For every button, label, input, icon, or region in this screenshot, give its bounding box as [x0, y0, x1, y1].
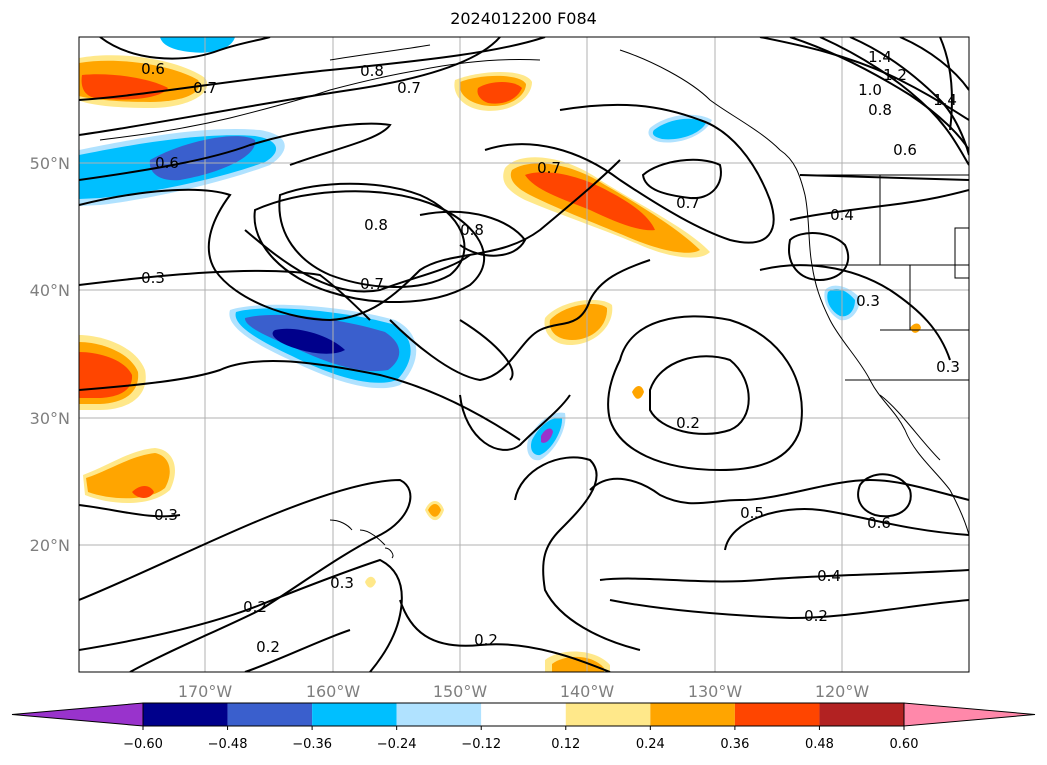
shade-sw-red — [132, 486, 154, 498]
contour-label: 0.6 — [141, 60, 165, 78]
shade-ne-blue-core — [652, 118, 706, 140]
contour-label: 0.2 — [243, 598, 267, 616]
lat-label: 20°N — [30, 536, 70, 555]
lon-label: 170°W — [178, 682, 233, 701]
contour-label: 0.3 — [856, 292, 880, 310]
contour-label: 0.5 — [740, 504, 764, 522]
colorbar-segment — [143, 703, 228, 726]
contour-label: 0.7 — [676, 194, 700, 212]
contour-label: 0.6 — [893, 141, 917, 159]
contour-label: 0.2 — [804, 607, 828, 625]
contour-label: 0.8 — [868, 101, 892, 119]
colorbar-tick-label: 0.24 — [636, 737, 665, 752]
graticule — [79, 37, 969, 672]
contour-label: 0.3 — [330, 574, 354, 592]
contour-label: 0.8 — [364, 216, 388, 234]
colorbar-tick-label: −0.24 — [377, 737, 417, 752]
contour-label: 0.3 — [154, 506, 178, 524]
colorbar-segment — [650, 703, 735, 726]
shade-mid-core — [549, 304, 608, 340]
colorbar-tick-label: −0.60 — [123, 737, 163, 752]
contour-label: 0.4 — [830, 206, 854, 224]
colorbar-segment — [565, 703, 651, 726]
latitude-labels: 50°N 40°N 30°N 20°N — [30, 154, 70, 555]
colorbar-tick-label: −0.36 — [292, 737, 332, 752]
colorbar-tick-label: −0.48 — [208, 737, 248, 752]
lat-label: 30°N — [30, 409, 70, 428]
map-frame — [78, 36, 970, 673]
contour-label: 0.2 — [256, 638, 280, 656]
shade-small-1-core — [428, 504, 441, 517]
contour-label: 0.3 — [936, 358, 960, 376]
colorbar-tick-label: 0.48 — [805, 737, 834, 752]
colorbar-segment — [396, 703, 482, 726]
colorbar-segment — [227, 703, 313, 726]
contour-label: 1.2 — [883, 66, 907, 84]
contour-lines — [79, 37, 969, 672]
lon-label: 150°W — [433, 682, 488, 701]
contour-label: 1.4 — [933, 91, 957, 109]
colorbar-extend-high — [903, 702, 1036, 727]
contour-label: 0.6 — [867, 514, 891, 532]
shade-band-red — [525, 172, 655, 231]
colorbar-tick-label: 0.12 — [551, 737, 580, 752]
lon-label: 120°W — [815, 682, 870, 701]
shade-top-blue — [160, 37, 235, 53]
contour-label: 0.8 — [360, 62, 384, 80]
contour-labels: 0.6 0.7 0.8 0.7 1.4 1.2 1.0 0.8 0.6 1.4 … — [141, 48, 960, 656]
colorbar-tick-label: −0.12 — [461, 737, 501, 752]
lon-label: 160°W — [306, 682, 361, 701]
colorbar-frame — [142, 702, 905, 727]
colorbar-extend-low — [11, 702, 144, 727]
contour-label: 0.2 — [474, 631, 498, 649]
shade-south-core — [552, 656, 604, 672]
contour-label: 0.8 — [460, 221, 484, 239]
colorbar-segment — [481, 703, 566, 726]
coastlines — [99, 44, 969, 559]
colorbar-tick-label: 0.60 — [890, 737, 919, 752]
shade-n-center-red — [477, 82, 522, 104]
shade-small-2 — [365, 576, 376, 588]
longitude-labels: 170°W 160°W 150°W 140°W 130°W 120°W — [178, 682, 870, 701]
shade-small-3 — [632, 386, 644, 399]
lat-label: 40°N — [30, 281, 70, 300]
contour-label: 0.7 — [397, 79, 421, 97]
lon-label: 140°W — [560, 682, 615, 701]
colorbar-tick-label: 0.36 — [720, 737, 749, 752]
shade-coast-blue-core — [827, 288, 855, 317]
negative-shading — [79, 37, 860, 461]
colorbar-segment — [819, 703, 904, 726]
contour-label: 0.7 — [537, 159, 561, 177]
shade-small-4 — [910, 323, 921, 333]
contour-label: 0.2 — [676, 414, 700, 432]
colorbar-segment — [734, 703, 820, 726]
shade-low-navy — [272, 328, 345, 354]
contour-label: 0.7 — [360, 275, 384, 293]
lon-label: 130°W — [688, 682, 743, 701]
contour-label: 1.0 — [858, 81, 882, 99]
map-title: 2024012200 F084 — [450, 9, 597, 28]
contour-label: 0.6 — [155, 154, 179, 172]
shade-sub-purple — [541, 428, 553, 443]
colorbar-segment — [312, 703, 397, 726]
contour-label: 0.3 — [141, 269, 165, 287]
colorbar: −0.60 −0.48 −0.36 −0.24 −0.12 0.12 0.24 0.36 0.4… — [11, 702, 1036, 752]
contour-label: 0.4 — [817, 567, 841, 585]
contour-label: 1.4 — [868, 48, 892, 66]
lat-label: 50°N — [30, 154, 70, 173]
contour-label: 0.7 — [193, 79, 217, 97]
